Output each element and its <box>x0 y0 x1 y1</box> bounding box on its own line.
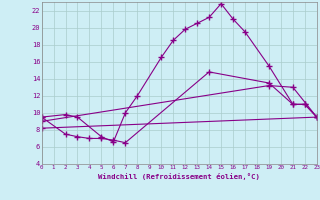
X-axis label: Windchill (Refroidissement éolien,°C): Windchill (Refroidissement éolien,°C) <box>98 173 260 180</box>
